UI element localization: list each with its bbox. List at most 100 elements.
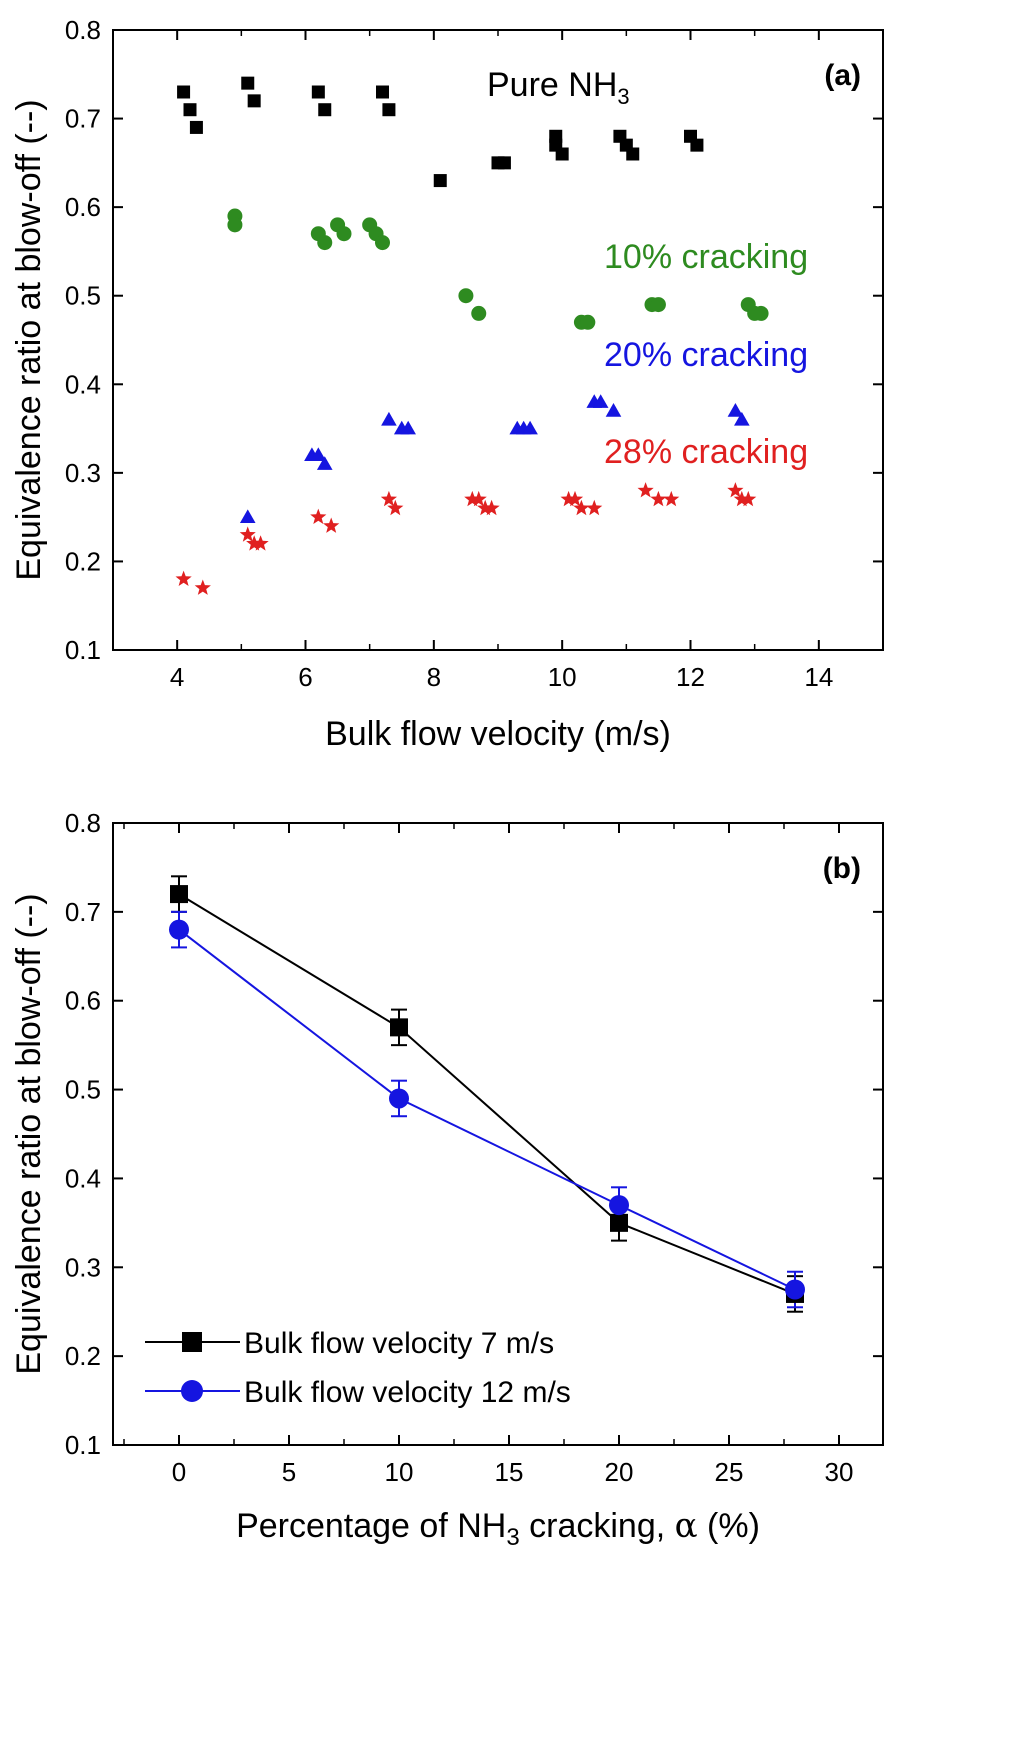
- y-tick-label: 0.1: [65, 635, 101, 665]
- y-tick-label: 0.6: [65, 986, 101, 1016]
- y-tick-label: 0.5: [65, 1075, 101, 1105]
- data-point-star: [727, 482, 744, 498]
- panel-a-data-points: [175, 76, 769, 595]
- data-point-star: [637, 482, 654, 498]
- data-point-triangle: [310, 447, 327, 461]
- data-point-triangle: [592, 394, 609, 408]
- x-tick-label: 14: [804, 662, 833, 692]
- x-tick-label: 20: [605, 1457, 634, 1487]
- y-tick-label: 0.8: [65, 808, 101, 838]
- legend-marker-7ms: [182, 1332, 202, 1352]
- data-point-square: [497, 156, 511, 170]
- data-point-square: [311, 85, 325, 99]
- data-point-circle: [227, 217, 243, 233]
- data-point-star: [310, 508, 327, 524]
- legend-marker-shape: [181, 1380, 203, 1402]
- panel-b-y-ticks: 0.1 0.2 0.3 0.4 0.5 0.6 0.7 0.8: [65, 808, 883, 1460]
- data-point-circle: [650, 297, 666, 313]
- x-tick-label: 5: [282, 1457, 296, 1487]
- data-point-square: [555, 147, 569, 161]
- panel-a-label: (a): [824, 59, 861, 92]
- panel-b-x-axis-title-alpha: α: [675, 1506, 698, 1546]
- data-point-triangle: [727, 403, 744, 417]
- series-label-pure-nh3: Pure NH3: [487, 66, 630, 109]
- data-point-square: [376, 85, 389, 99]
- data-point-square: [318, 103, 332, 117]
- data-point-circle: [580, 314, 596, 330]
- panel-b-x-axis-title-rest: cracking,: [520, 1507, 675, 1545]
- panel-b-series: [169, 875, 805, 1313]
- panel-b-x-axis-title-subscript: 3: [506, 1524, 519, 1551]
- x-tick-label: 10: [385, 1457, 414, 1487]
- y-tick-label: 0.2: [65, 546, 101, 576]
- panel-b-x-axis-title-main: Percentage of NH: [236, 1507, 506, 1545]
- x-tick-label: 0: [172, 1457, 186, 1487]
- data-point-square: [183, 103, 197, 117]
- data-point-circle: [471, 305, 487, 321]
- legend-marker-12ms: [181, 1380, 203, 1402]
- data-point-square: [382, 103, 396, 117]
- data-point-triangle: [239, 509, 256, 523]
- data-point-square: [189, 120, 203, 134]
- x-tick-label: 15: [495, 1457, 524, 1487]
- data-point-square: [433, 174, 447, 188]
- panel-b-x-axis-title: Percentage of NH3 cracking, α (%): [236, 1506, 760, 1551]
- legend-label-7ms: Bulk flow velocity 7 m/s: [244, 1327, 554, 1360]
- y-tick-label: 0.5: [65, 281, 101, 311]
- data-point-square: [690, 138, 704, 152]
- y-tick-label: 0.6: [65, 192, 101, 222]
- data-point-circle: [336, 226, 352, 242]
- data-point-star: [175, 570, 192, 586]
- panel-b-legend: Bulk flow velocity 7 m/s Bulk flow veloc…: [145, 1327, 571, 1409]
- y-tick-label: 0.7: [65, 897, 101, 927]
- panel-b-y-axis-title: Equivalence ratio at blow-off (--): [10, 893, 48, 1374]
- data-point-circle: [609, 1195, 629, 1216]
- data-point-triangle: [734, 411, 750, 426]
- panel-b-x-axis-title-unit: (%): [698, 1507, 760, 1545]
- y-tick-label: 0.3: [65, 1252, 101, 1282]
- data-point-star: [663, 490, 680, 507]
- data-point-circle: [375, 235, 390, 251]
- panel-a-y-axis-title: Equivalence ratio at blow-off (--): [10, 99, 48, 580]
- panel-a-y-ticks: 0.1 0.2 0.3 0.4 0.5 0.6 0.7 0.8: [65, 15, 883, 665]
- series-label-28-percent: 28% cracking: [604, 433, 808, 471]
- data-point-star: [380, 490, 397, 507]
- panel-a: 0.1 0.2 0.3 0.4 0.5 0.6 0.7 0.8 4 6 8 10 12 14 Equiv…: [10, 15, 884, 753]
- x-tick-label: 30: [825, 1457, 854, 1487]
- y-tick-label: 0.8: [65, 15, 101, 45]
- data-point-star: [464, 490, 481, 507]
- data-point-star: [740, 490, 757, 507]
- data-point-triangle: [381, 411, 397, 426]
- data-point-star: [194, 579, 211, 595]
- data-point-circle: [785, 1279, 805, 1300]
- data-point-star: [560, 490, 577, 507]
- series-label-10-percent: 10% cracking: [604, 238, 808, 276]
- data-point-circle: [753, 305, 769, 321]
- data-point-star: [252, 535, 269, 551]
- legend-marker-shape: [182, 1332, 202, 1352]
- data-point-star: [246, 535, 263, 551]
- x-tick-label: 10: [548, 662, 577, 692]
- data-point-star: [650, 490, 667, 507]
- y-tick-label: 0.1: [65, 1430, 101, 1460]
- data-point-triangle: [605, 403, 622, 417]
- panel-b-label: (b): [823, 852, 861, 885]
- data-point-square: [177, 85, 191, 99]
- series-line: [178, 893, 796, 1295]
- data-point-star: [470, 490, 487, 507]
- data-point-star: [323, 517, 340, 533]
- data-point-circle: [317, 235, 333, 251]
- data-point-star: [733, 490, 750, 507]
- x-tick-label: 8: [427, 662, 441, 692]
- panel-a-x-ticks: 4 6 8 10 12 14: [170, 30, 833, 692]
- x-tick-label: 12: [676, 662, 705, 692]
- y-tick-label: 0.3: [65, 458, 101, 488]
- legend-label-12ms: Bulk flow velocity 12 m/s: [244, 1376, 571, 1409]
- x-tick-label: 4: [170, 662, 184, 692]
- series-label-pure-nh3-main: Pure NH: [487, 66, 617, 104]
- data-point-square: [390, 1018, 408, 1037]
- y-tick-label: 0.2: [65, 1341, 101, 1371]
- data-point-triangle: [316, 456, 333, 470]
- data-point-star: [387, 499, 404, 516]
- data-point-circle: [169, 919, 189, 940]
